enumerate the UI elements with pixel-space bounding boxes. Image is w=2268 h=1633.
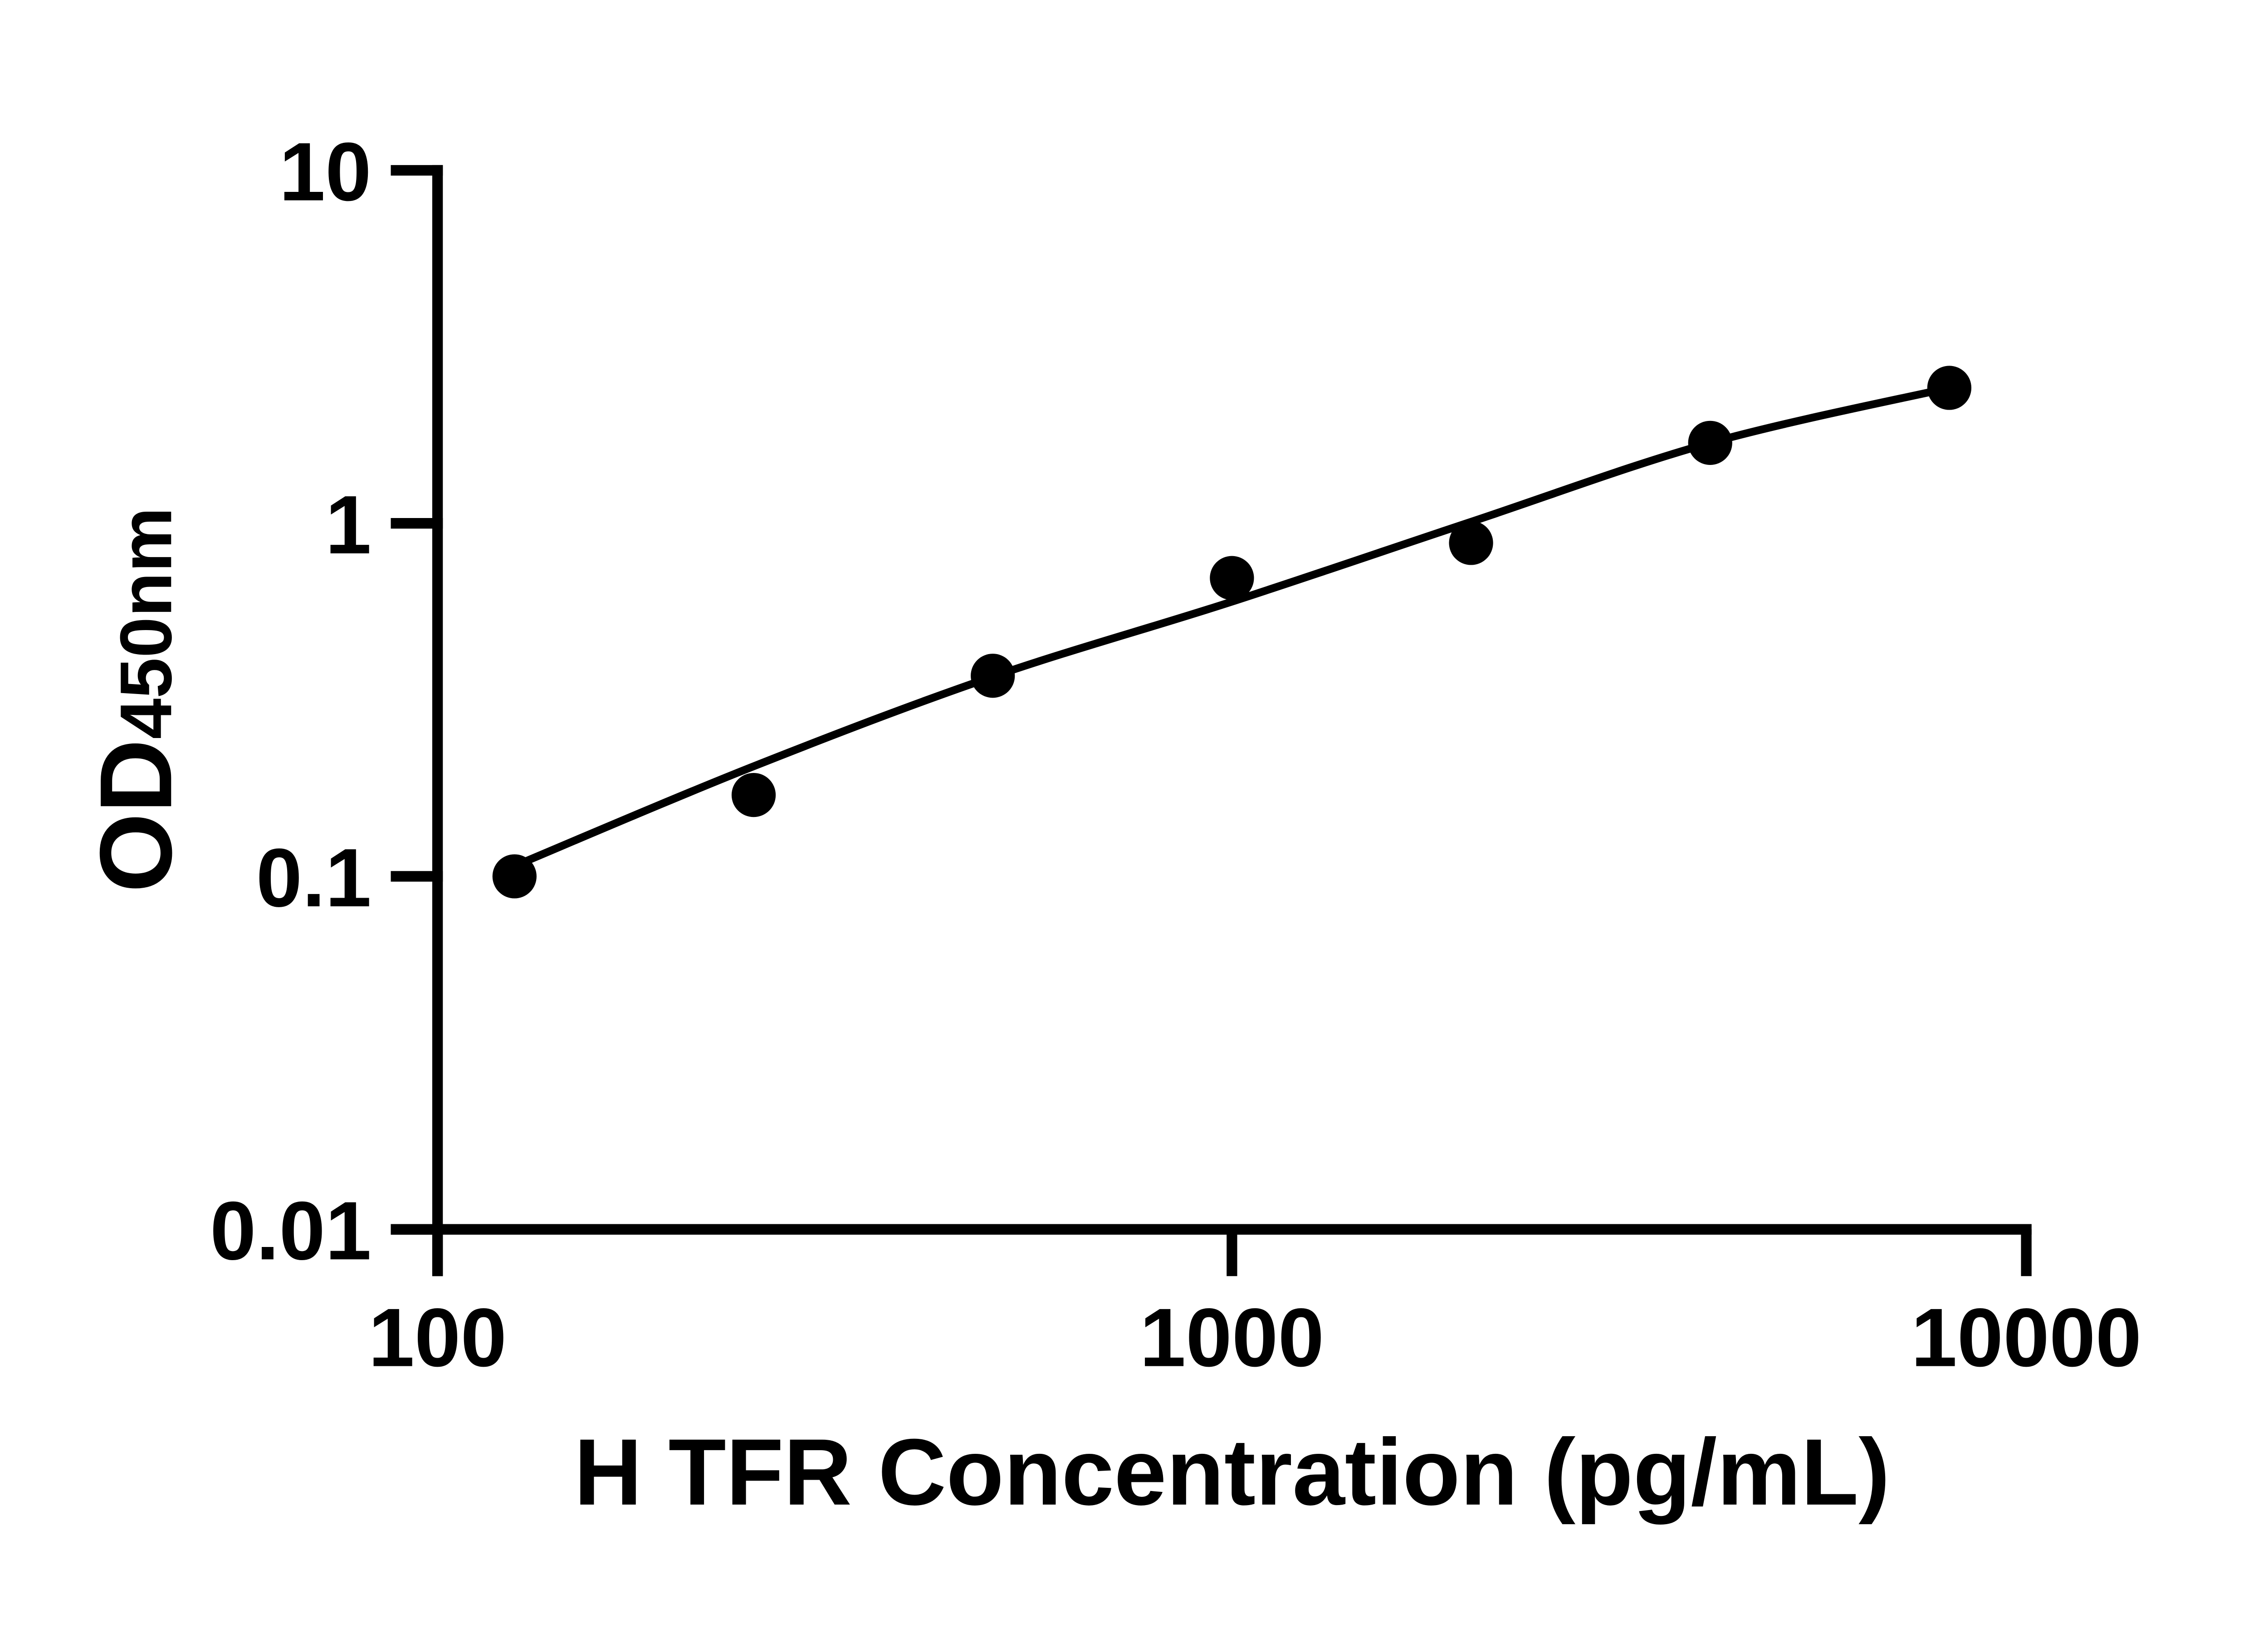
fit-curve-layer [510, 384, 1953, 870]
fit-curve [510, 384, 1953, 870]
y-axis-title-subscript: 450nm [105, 507, 187, 739]
data-point [731, 772, 776, 817]
x-tick-label: 10000 [1911, 1291, 2141, 1384]
x-tick-label: 1000 [1140, 1291, 1325, 1384]
y-axis-title-main: OD [78, 739, 193, 892]
y-tick-label: 0.01 [210, 1184, 371, 1277]
axes [391, 165, 2032, 1276]
x-tick-label: 100 [368, 1291, 507, 1384]
data-point [1449, 521, 1493, 565]
data-point [971, 654, 1015, 698]
data-point-layer [492, 366, 1972, 899]
axis-ticks [391, 165, 2032, 1276]
data-point [492, 854, 537, 899]
axis-tick-labels: 100 1000 10000 10 1 0.1 0.01 [210, 126, 2141, 1384]
y-axis-title: OD450nm [78, 507, 193, 893]
data-point [1688, 420, 1732, 465]
x-axis-title: H TFR Concentration (pg/mL) [574, 1420, 1890, 1525]
data-point [1210, 556, 1254, 600]
data-point [1927, 366, 1972, 410]
y-tick-label: 1 [325, 479, 371, 571]
y-tick-label: 10 [279, 126, 371, 218]
y-tick-label: 0.1 [256, 831, 371, 924]
